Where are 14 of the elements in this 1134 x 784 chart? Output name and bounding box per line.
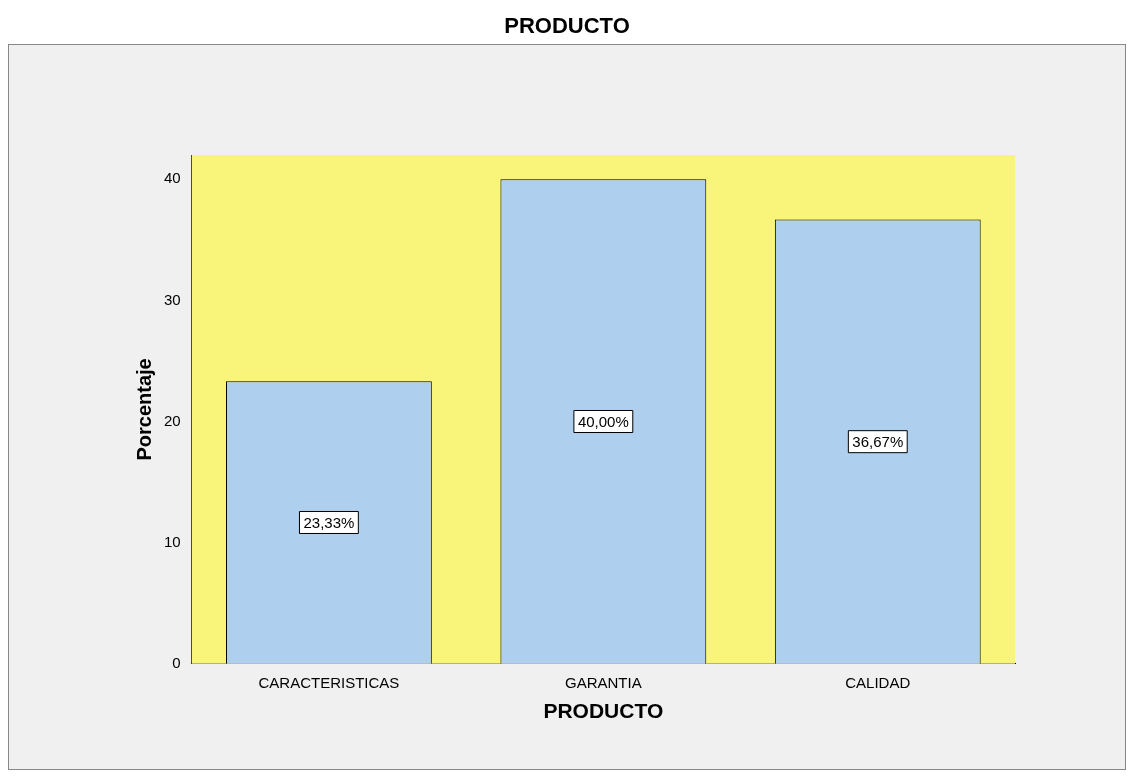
data-label: 23,33% xyxy=(303,513,355,531)
y-tick-label: 0 xyxy=(172,653,181,671)
y-tick-label: 40 xyxy=(164,169,181,187)
y-tick-label: 20 xyxy=(164,411,181,429)
y-tick-label: 10 xyxy=(164,532,181,550)
x-tick-label: CALIDAD xyxy=(845,673,911,691)
data-label: 40,00% xyxy=(577,412,629,430)
y-axis-title: Porcentaje xyxy=(132,358,155,461)
chart-title: PRODUCTO xyxy=(503,12,631,40)
y-tick-label: 30 xyxy=(164,290,181,308)
x-tick-label: GARANTIA xyxy=(565,673,642,691)
x-tick-label: CARACTERISTICAS xyxy=(258,673,400,691)
data-label: 36,67% xyxy=(852,432,904,450)
x-axis-title: PRODUCTO xyxy=(543,699,664,723)
